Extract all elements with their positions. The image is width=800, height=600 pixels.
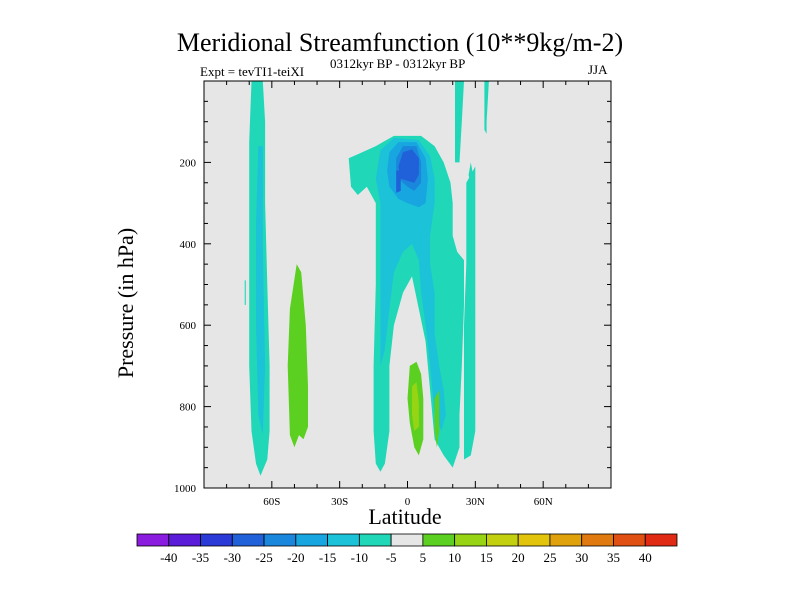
axis-ticks: 200 400 600 800 1000 60S 30S 0 30N 60N	[174, 80, 612, 508]
y-tick-label: 1000	[174, 483, 197, 495]
colorbar-label: 10	[448, 550, 461, 565]
colorbar-label: 5	[420, 550, 427, 565]
contour-nh-lower-cell	[464, 166, 476, 460]
x-tick-label: 60S	[263, 496, 280, 508]
plot-area	[203, 80, 612, 489]
colorbar-swatch	[231, 533, 265, 547]
colorbar-label: -10	[351, 550, 368, 565]
colorbar-swatch	[486, 533, 519, 547]
colorbar-label: -5	[386, 550, 397, 565]
contour-hadley-cell-10	[375, 138, 446, 431]
colorbar-swatch	[327, 533, 360, 547]
y-tick-label: 800	[180, 402, 197, 414]
colorbar: -40 -35 -30 -25 -20 -15 -10 -5 5 10 15 20 25 30 35 40	[136, 533, 678, 565]
y-tick-label: 400	[180, 239, 197, 251]
colorbar-label: -25	[255, 550, 272, 565]
colorbar-swatch	[263, 533, 297, 547]
colorbar-swatch	[644, 533, 678, 547]
colorbar-label: 15	[480, 550, 493, 565]
colorbar-swatch	[168, 533, 201, 547]
period-label: 0312kyr BP - 0312kyr BP	[330, 56, 466, 71]
x-axis-label: Latitude	[368, 504, 442, 529]
colorbar-label: 35	[607, 550, 620, 565]
colorbar-swatch	[358, 533, 392, 547]
y-tick-label: 600	[180, 320, 197, 332]
experiment-label: Expt = tevTI1-teiXI	[200, 64, 305, 79]
contour-nh-upper-filament-2	[484, 81, 489, 134]
x-tick-label: 0	[405, 496, 411, 508]
colorbar-label: 40	[639, 550, 652, 565]
colorbar-swatch	[390, 533, 424, 547]
colorbar-swatch	[422, 533, 456, 547]
colorbar-label: -20	[287, 550, 304, 565]
colorbar-label: -35	[192, 550, 209, 565]
contour-hadley-core-filament-left	[396, 170, 401, 193]
colorbar-swatch	[200, 533, 233, 547]
colorbar-label: 25	[543, 550, 556, 565]
contour-sh-midlat-positive	[287, 264, 308, 448]
contour-small-cell	[244, 280, 246, 305]
colorbar-swatch	[295, 533, 328, 547]
season-label: JJA	[588, 62, 608, 77]
colorbar-label: -40	[160, 550, 177, 565]
x-tick-label: 30N	[466, 496, 485, 508]
colorbar-label: -15	[319, 550, 336, 565]
contour-hadley-cell-25	[398, 149, 419, 183]
y-axis-label: Pressure (in hPa)	[113, 227, 138, 379]
colorbar-swatch	[549, 533, 583, 547]
y-tick-label: 200	[180, 157, 197, 169]
colorbar-label: 20	[512, 550, 525, 565]
chart-title: Meridional Streamfunction (10**9kg/m-2)	[176, 28, 624, 57]
contour-nh-upper-filament-1	[455, 81, 464, 163]
contour-fills	[244, 81, 489, 476]
x-tick-label: 60N	[534, 496, 553, 508]
colorbar-swatch	[136, 533, 170, 547]
colorbar-swatch	[613, 533, 646, 547]
contour-sh-polar-core	[256, 146, 266, 436]
contour-nh-midlat-positive	[434, 390, 440, 448]
colorbar-label: 30	[575, 550, 588, 565]
colorbar-label: -30	[224, 550, 241, 565]
colorbar-swatch	[517, 533, 551, 547]
contour-nh-tropical-positive-10	[412, 382, 419, 431]
x-tick-label: 30S	[331, 496, 348, 508]
colorbar-swatch	[454, 533, 487, 547]
colorbar-swatch	[581, 533, 614, 547]
contour-nh-small-upper	[468, 162, 474, 187]
